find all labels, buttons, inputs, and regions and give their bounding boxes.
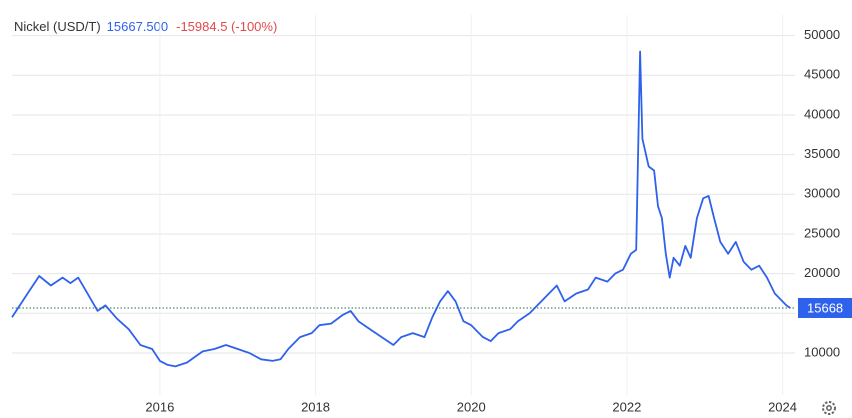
gear-outer — [822, 401, 836, 415]
y-tick-label: 30000 — [804, 186, 840, 201]
price: 15667.500 — [107, 19, 168, 34]
price-line — [11, 50, 791, 368]
chart-title: Nickel (USD/T) — [14, 19, 101, 34]
x-tick-label: 2020 — [457, 399, 486, 414]
settings-icon[interactable] — [822, 401, 836, 415]
y-tick-label: 10000 — [804, 344, 840, 359]
x-tick-label: 2016 — [145, 399, 174, 414]
x-tick-label: 2022 — [612, 399, 641, 414]
y-tick-label: 50000 — [804, 27, 840, 42]
x-tick-label: 2018 — [301, 399, 330, 414]
y-tick-label: 25000 — [804, 225, 840, 240]
change: -15984.5 (-100%) — [176, 19, 277, 34]
last-value-box — [798, 297, 852, 318]
gear-inner — [826, 405, 832, 411]
last-value-label: 15668 — [807, 300, 843, 315]
y-tick-label: 45000 — [804, 67, 840, 82]
y-tick-label: 20000 — [804, 265, 840, 280]
chart-header: Nickel (USD/T) 15667.500 -15984.5 (-100%) — [14, 19, 277, 34]
x-tick-label: 2024 — [768, 399, 797, 414]
y-tick-label: 35000 — [804, 146, 840, 161]
y-tick-label: 40000 — [804, 106, 840, 121]
